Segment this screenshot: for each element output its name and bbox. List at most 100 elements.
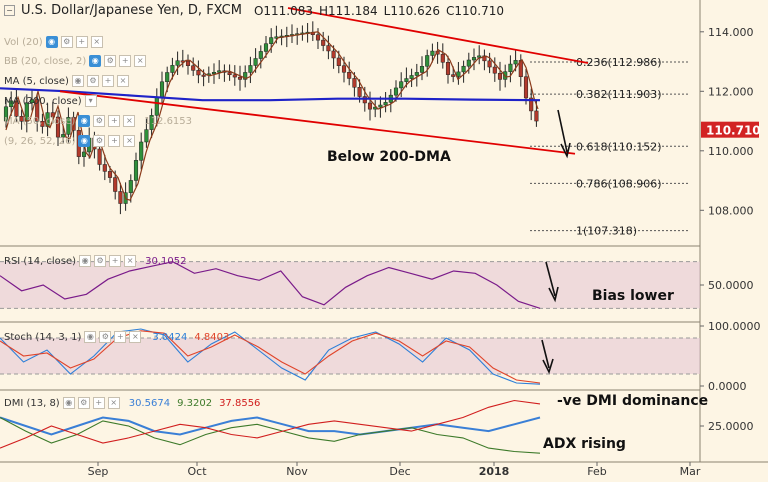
bull-candle (149, 115, 154, 130)
rsi-legend[interactable]: RSI (14, close) ◉ ⚙ + × 30.1052 (4, 255, 186, 267)
current-price-label: 110.710 (706, 124, 761, 138)
stoch-legend[interactable]: Stoch (14, 3, 1) ◉ ⚙ + × 3.0424 4.8403 (4, 331, 229, 343)
bull-candle (144, 129, 149, 143)
add-icon[interactable]: + (101, 75, 114, 87)
settings-icon[interactable]: ⚙ (60, 36, 73, 48)
indicator-label: BB (20, close, 2) (4, 55, 87, 67)
chevron-down-icon[interactable]: ▾ (84, 95, 97, 107)
add-icon[interactable]: + (108, 135, 121, 147)
bear-candle (326, 45, 331, 52)
bear-candle (492, 66, 497, 74)
eye-icon[interactable]: ◉ (78, 115, 91, 127)
settings-icon[interactable]: ⚙ (104, 55, 117, 67)
ohlc-high: H111.184 (319, 3, 378, 18)
collapse-icon[interactable]: − (4, 5, 15, 16)
ohlc-low: L110.626 (383, 3, 440, 18)
add-icon[interactable]: + (92, 397, 105, 409)
eye-icon[interactable]: ◉ (45, 36, 58, 48)
fib-level-label: 0.786(108.906) (576, 177, 662, 190)
y-tick-label: 110.000 (708, 145, 754, 158)
bear-candle (237, 76, 243, 80)
rsi-arrow (545, 261, 556, 297)
add-icon[interactable]: + (109, 255, 122, 267)
x-tick-label: Oct (187, 465, 207, 478)
close-icon[interactable]: × (107, 397, 120, 409)
rsi-label: RSI (14, close) (4, 255, 77, 267)
dmi-label: DMI (13, 8) (4, 397, 60, 409)
settings-icon[interactable]: ⚙ (93, 135, 106, 147)
bull-candle (165, 72, 170, 83)
close-icon[interactable]: × (116, 75, 129, 87)
close-icon[interactable]: × (123, 115, 136, 127)
indicator-bb[interactable]: BB (20, close, 2) ◉ ⚙ + × (4, 55, 147, 67)
indicator-ma5[interactable]: MA (5, close) ◉ ⚙ + × (4, 75, 129, 87)
rsi-line (0, 261, 541, 309)
dmi-minus-di-value: 37.8556 (219, 397, 261, 409)
x-tick-label: Nov (286, 465, 308, 478)
close-icon[interactable]: × (134, 55, 147, 67)
settings-icon[interactable]: ⚙ (77, 397, 90, 409)
eye-icon[interactable]: ◉ (79, 255, 92, 267)
indicator-vol[interactable]: Vol (20) ◉ ⚙ + × (4, 36, 103, 48)
eye-icon[interactable]: ◉ (84, 331, 97, 343)
settings-icon[interactable]: ⚙ (93, 115, 106, 127)
add-icon[interactable]: + (119, 55, 132, 67)
bear-candle (523, 76, 529, 99)
bull-candle (456, 71, 461, 77)
bull-candle (399, 81, 404, 89)
settings-icon[interactable]: ⚙ (86, 75, 99, 87)
settings-icon[interactable]: ⚙ (99, 331, 112, 343)
annotation-arrow (557, 109, 568, 153)
stoch-k-line (0, 328, 541, 385)
close-icon[interactable]: × (90, 36, 103, 48)
bull-candle (253, 58, 258, 66)
dmi-legend[interactable]: DMI (13, 8) ◉ ⚙ + × 30.5674 9.3202 37.8556 (4, 397, 260, 409)
bear-candle (315, 34, 321, 41)
add-icon[interactable]: + (114, 331, 127, 343)
bull-candle (404, 78, 409, 82)
rsi-arrowhead (548, 286, 559, 303)
add-icon[interactable]: + (108, 115, 121, 127)
bull-candle (66, 117, 71, 135)
indicator-ma200[interactable]: MA (200, close) ▾ (4, 95, 97, 107)
bear-candle (534, 110, 539, 122)
bull-candle (466, 59, 471, 67)
eye-icon[interactable]: ◉ (78, 135, 91, 147)
annotation-adx-rising: ADX rising (543, 436, 626, 452)
eye-icon[interactable]: ◉ (89, 55, 102, 67)
bear-candle (97, 148, 102, 165)
indicator-label: MA (5, close) (4, 75, 69, 87)
x-tick-label: Feb (587, 465, 606, 478)
ohlc-open: O111.083 (253, 3, 314, 18)
bull-candle (513, 60, 518, 65)
indicator-ma50[interactable]: MA (50, close) ◉ ⚙ + × 112.6153 (4, 115, 192, 127)
close-icon[interactable]: × (124, 255, 137, 267)
bull-candle (430, 50, 435, 56)
bear-candle (482, 55, 487, 62)
bull-candle (217, 70, 222, 73)
channel-upper-line (287, 7, 589, 64)
bear-candle (331, 50, 336, 59)
symbol-title: U.S. Dollar/Japanese Yen, D, FXCM (21, 3, 242, 18)
y-tick-label: 112.000 (708, 85, 754, 98)
close-icon[interactable]: × (123, 135, 136, 147)
indicator-ichimoku[interactable]: (9, 26, 52, 26) ◉ ⚙ + × (4, 135, 136, 147)
stoch-d-line (0, 330, 541, 384)
x-tick-label: Dec (389, 465, 410, 478)
bear-candle (118, 191, 123, 204)
add-icon[interactable]: + (75, 36, 88, 48)
stoch-band (0, 338, 700, 374)
bull-candle (128, 180, 133, 193)
bull-candle (9, 100, 14, 108)
eye-icon[interactable]: ◉ (62, 397, 75, 409)
bull-candle (243, 72, 248, 80)
dmi-y-tick: 25.0000 (708, 420, 754, 433)
close-icon[interactable]: × (129, 331, 142, 343)
bull-candle (419, 66, 425, 73)
rsi-value: 30.1052 (145, 255, 187, 267)
dmi-plus-di-value: 9.3202 (177, 397, 213, 409)
eye-icon[interactable]: ◉ (71, 75, 84, 87)
settings-icon[interactable]: ⚙ (94, 255, 107, 267)
